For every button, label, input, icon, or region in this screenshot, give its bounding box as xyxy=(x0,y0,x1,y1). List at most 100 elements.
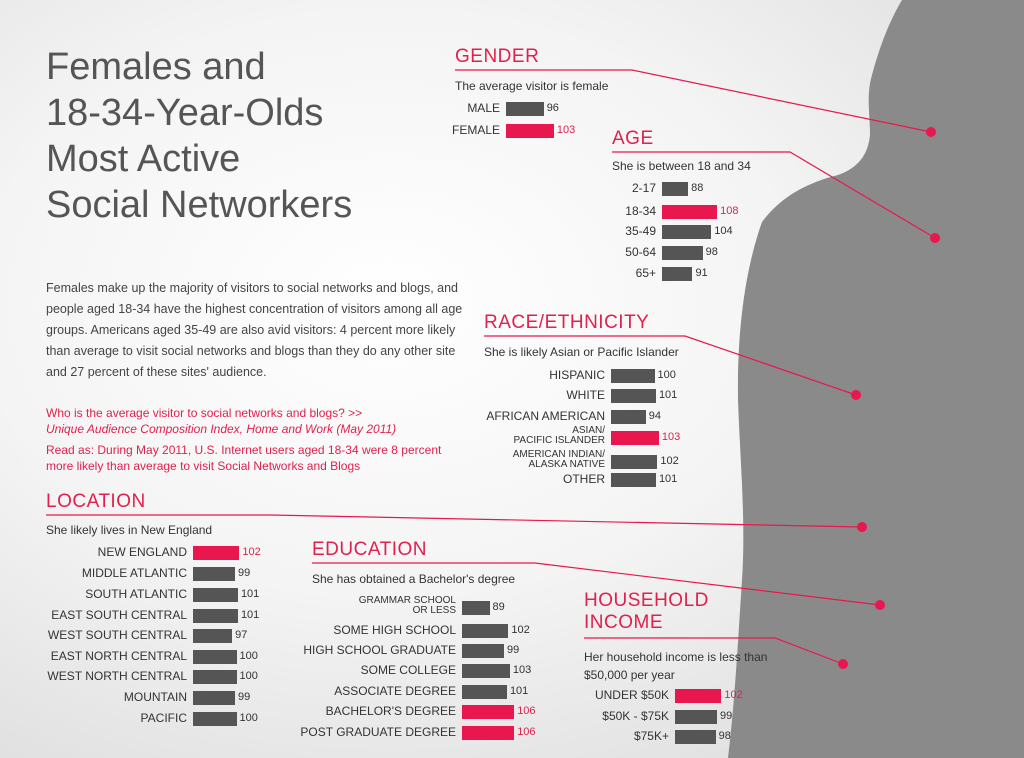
title-line: 18-34-Year-Olds xyxy=(46,92,324,134)
woman-silhouette xyxy=(728,0,1024,758)
age-heading: AGE xyxy=(612,128,654,149)
gender-subtitle: The average visitor is female xyxy=(455,79,609,93)
gender-marker-dot xyxy=(926,127,936,137)
location-leader-line xyxy=(46,514,863,528)
location-heading: LOCATION xyxy=(46,491,146,512)
bar xyxy=(193,691,236,705)
bar-value: 106 xyxy=(517,726,536,738)
bar-label: OTHER xyxy=(563,472,605,486)
bar-label: MALE xyxy=(467,101,500,115)
household-income-subtitle: Her household income is less than $50,00… xyxy=(584,650,768,682)
bar xyxy=(193,546,240,560)
bar-value: 96 xyxy=(546,102,559,114)
bar xyxy=(611,369,655,383)
bar-label: GRAMMAR SCHOOL OR LESS xyxy=(358,595,456,616)
bar-value: 101 xyxy=(509,685,529,697)
bar-value: 103 xyxy=(556,124,576,136)
household-income-heading: HOUSEHOLD INCOME xyxy=(584,590,709,633)
bar xyxy=(462,601,490,615)
bar-value: 103 xyxy=(661,431,681,443)
bar xyxy=(462,624,509,638)
race-ethnicity-heading: RACE/ETHNICITY xyxy=(484,312,650,333)
bar xyxy=(662,225,712,239)
bar-value: 102 xyxy=(660,455,679,467)
bar-label: UNDER $50K xyxy=(594,688,669,702)
household-income-marker-dot xyxy=(838,659,848,669)
bar xyxy=(193,629,233,643)
bar-label: EAST NORTH CENTRAL xyxy=(50,649,187,663)
age-marker-dot xyxy=(930,233,940,243)
education-marker-dot xyxy=(875,600,885,610)
bar-value: 100 xyxy=(239,670,258,682)
bar xyxy=(611,410,646,424)
bar xyxy=(662,267,693,281)
bar-value: 99 xyxy=(238,567,251,579)
bar-label: POST GRADUATE DEGREE xyxy=(300,725,456,739)
bar-label: FEMALE xyxy=(451,123,500,137)
bar-value: 102 xyxy=(511,624,530,636)
education-leader-line xyxy=(312,562,881,606)
bar xyxy=(611,473,656,487)
bar xyxy=(462,644,505,658)
bar xyxy=(193,588,238,602)
title-line: Social Networkers xyxy=(46,184,353,226)
bar xyxy=(193,670,237,684)
bar-value: 94 xyxy=(648,410,662,422)
bar xyxy=(462,664,510,678)
location-marker-dot xyxy=(857,522,867,532)
bar-value: 88 xyxy=(691,182,704,194)
bar-label: 2-17 xyxy=(631,181,656,195)
bar xyxy=(662,246,703,260)
bar xyxy=(462,685,507,699)
bar-value: 99 xyxy=(720,710,733,722)
bar-value: 98 xyxy=(718,730,731,742)
source-note[interactable]: Who is the average visitor to social net… xyxy=(46,405,466,437)
bar xyxy=(675,689,722,703)
household-income-leader-line xyxy=(584,637,844,665)
bar xyxy=(193,609,238,623)
bar xyxy=(611,455,658,469)
source-italic: Unique Audience Composition Index, Home … xyxy=(46,422,397,436)
read-as-note: Read as: During May 2011, U.S. Internet … xyxy=(46,443,442,473)
location-subtitle: She likely lives in New England xyxy=(46,523,213,537)
race-ethnicity-subtitle: She is likely Asian or Pacific Islander xyxy=(484,345,679,359)
bar-label: $75K+ xyxy=(633,729,669,743)
bar xyxy=(506,102,544,116)
bar-value: 100 xyxy=(239,712,258,724)
bar-label: AMERICAN INDIAN/ALASKA NATIVE xyxy=(512,449,605,470)
gender-leader-line xyxy=(455,69,932,133)
bar-value: 103 xyxy=(512,664,532,676)
bar-value: 99 xyxy=(238,691,251,703)
age-leader-line xyxy=(612,151,936,239)
bar-value: 101 xyxy=(658,389,678,401)
bar-value: 108 xyxy=(720,205,739,217)
intro-paragraph: Females make up the majority of visitors… xyxy=(46,281,463,379)
bar-value: 89 xyxy=(492,601,505,613)
bar-label: SOME COLLEGE xyxy=(360,663,456,677)
bar xyxy=(675,710,718,724)
bar xyxy=(662,182,689,196)
bar-label: $50K - $75K xyxy=(602,709,669,723)
bar-label: BACHELOR'S DEGREE xyxy=(325,704,456,718)
bar-value: 100 xyxy=(239,650,258,662)
bar xyxy=(462,726,515,740)
bar-label: SOUTH ATLANTIC xyxy=(85,587,187,601)
bar-value: 100 xyxy=(657,369,676,381)
age-subtitle: She is between 18 and 34 xyxy=(612,159,751,173)
bar-label: WHITE xyxy=(566,388,605,402)
bar-value: 102 xyxy=(242,546,261,558)
bar-label: NEW ENGLAND xyxy=(97,545,187,559)
bar-value: 101 xyxy=(658,473,678,485)
bar-label: HISPANIC xyxy=(549,368,605,382)
bar-label: ASSOCIATE DEGREE xyxy=(334,684,456,698)
title-line: Most Active xyxy=(46,138,241,180)
bar-value: 98 xyxy=(705,246,718,258)
bar-label: PACIFIC xyxy=(140,711,187,725)
bar-value: 101 xyxy=(240,588,260,600)
bar-label: WEST SOUTH CENTRAL xyxy=(47,628,187,642)
source-link-text[interactable]: Who is the average visitor to social net… xyxy=(46,406,363,420)
title-line: Females and xyxy=(46,46,266,88)
bar-label: ASIAN/PACIFIC ISLANDER xyxy=(513,425,606,446)
bar xyxy=(193,567,236,581)
race-ethnicity-marker-dot xyxy=(851,390,861,400)
